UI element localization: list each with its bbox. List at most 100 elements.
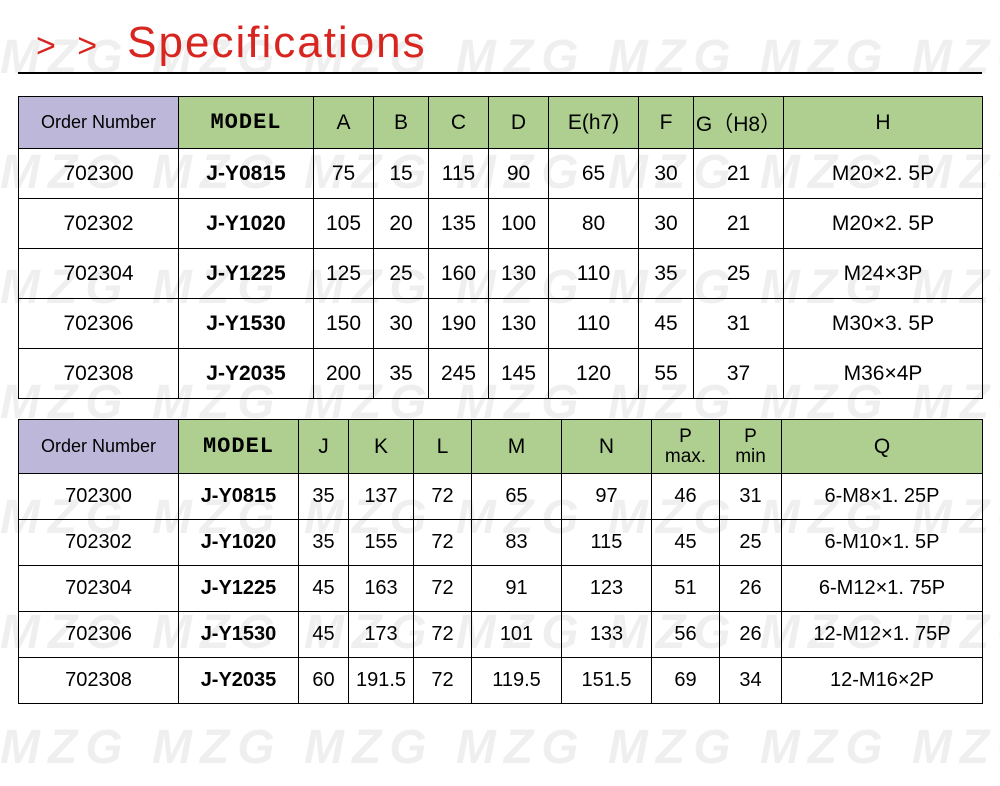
- chevron-icon: > >: [36, 27, 103, 66]
- cell-value: 245: [429, 349, 489, 399]
- cell-value: 45: [299, 612, 349, 658]
- cell-value: 130: [489, 299, 549, 349]
- cell-order: 702302: [19, 520, 179, 566]
- cell-value: 119.5: [472, 658, 562, 704]
- col-dim: Pmin: [720, 420, 782, 474]
- cell-value: 83: [472, 520, 562, 566]
- title-underline: [18, 72, 982, 74]
- cell-value: 120: [549, 349, 639, 399]
- title-row: > > Specifications: [18, 18, 982, 68]
- col-dim: N: [562, 420, 652, 474]
- cell-value: 97: [562, 474, 652, 520]
- cell-model: J-Y1225: [179, 249, 314, 299]
- table-row: 702304J-Y122545163729112351266-M12×1. 75…: [19, 566, 983, 612]
- table-row: 702308J-Y2035200352451451205537M36×4P: [19, 349, 983, 399]
- cell-value: 45: [299, 566, 349, 612]
- col-dim: A: [314, 97, 374, 149]
- cell-value: 20: [374, 199, 429, 249]
- cell-value: 110: [549, 249, 639, 299]
- table-row: 702306J-Y1530150301901301104531M30×3. 5P: [19, 299, 983, 349]
- table-row: 702300J-Y08153513772659746316-M8×1. 25P: [19, 474, 983, 520]
- col-dim: M: [472, 420, 562, 474]
- cell-value: 72: [414, 566, 472, 612]
- cell-value: 90: [489, 149, 549, 199]
- cell-order: 702300: [19, 149, 179, 199]
- cell-order: 702306: [19, 299, 179, 349]
- table-row: 702306J-Y15304517372101133562612-M12×1. …: [19, 612, 983, 658]
- cell-value: 30: [639, 149, 694, 199]
- cell-value: 80: [549, 199, 639, 249]
- cell-value: 91: [472, 566, 562, 612]
- col-order-number: Order Number: [19, 420, 179, 474]
- cell-value: 25: [720, 520, 782, 566]
- cell-value: 51: [652, 566, 720, 612]
- cell-value: 200: [314, 349, 374, 399]
- cell-value: 6-M10×1. 5P: [782, 520, 983, 566]
- cell-value: 75: [314, 149, 374, 199]
- cell-value: 31: [720, 474, 782, 520]
- cell-value: 60: [299, 658, 349, 704]
- cell-value: 34: [720, 658, 782, 704]
- cell-value: 72: [414, 474, 472, 520]
- cell-value: 25: [374, 249, 429, 299]
- cell-value: 105: [314, 199, 374, 249]
- cell-value: 26: [720, 566, 782, 612]
- cell-model: J-Y1530: [179, 299, 314, 349]
- cell-value: 35: [299, 474, 349, 520]
- cell-value: 72: [414, 520, 472, 566]
- cell-value: 15: [374, 149, 429, 199]
- table-row: 702302J-Y102035155728311545256-M10×1. 5P: [19, 520, 983, 566]
- table-row: 702308J-Y203560191.572119.5151.5693412-M…: [19, 658, 983, 704]
- cell-value: 137: [349, 474, 414, 520]
- cell-value: 21: [694, 149, 784, 199]
- cell-value: 100: [489, 199, 549, 249]
- cell-value: 190: [429, 299, 489, 349]
- cell-model: J-Y1020: [179, 520, 299, 566]
- cell-value: M20×2. 5P: [784, 199, 983, 249]
- cell-model: J-Y2035: [179, 658, 299, 704]
- cell-value: 173: [349, 612, 414, 658]
- cell-value: 6-M12×1. 75P: [782, 566, 983, 612]
- cell-value: 115: [562, 520, 652, 566]
- cell-value: 125: [314, 249, 374, 299]
- cell-value: 155: [349, 520, 414, 566]
- cell-value: 151.5: [562, 658, 652, 704]
- col-model: MODEL: [179, 97, 314, 149]
- cell-value: 35: [299, 520, 349, 566]
- col-dim: E(h7): [549, 97, 639, 149]
- cell-value: 72: [414, 658, 472, 704]
- spec-table-1: Order NumberMODELABCDE(h7)FG（H8）H 702300…: [18, 96, 983, 399]
- table-row: 702300J-Y0815751511590653021M20×2. 5P: [19, 149, 983, 199]
- cell-value: 65: [472, 474, 562, 520]
- page-title: Specifications: [127, 18, 426, 68]
- cell-model: J-Y0815: [179, 149, 314, 199]
- cell-value: 72: [414, 612, 472, 658]
- cell-value: 6-M8×1. 25P: [782, 474, 983, 520]
- cell-model: J-Y1225: [179, 566, 299, 612]
- col-dim: B: [374, 97, 429, 149]
- cell-value: 46: [652, 474, 720, 520]
- cell-value: 133: [562, 612, 652, 658]
- table-row: 702304J-Y1225125251601301103525M24×3P: [19, 249, 983, 299]
- cell-value: M36×4P: [784, 349, 983, 399]
- cell-value: 30: [639, 199, 694, 249]
- cell-value: 56: [652, 612, 720, 658]
- cell-order: 702300: [19, 474, 179, 520]
- cell-order: 702302: [19, 199, 179, 249]
- cell-value: 12-M16×2P: [782, 658, 983, 704]
- col-model: MODEL: [179, 420, 299, 474]
- cell-value: 45: [652, 520, 720, 566]
- cell-value: 130: [489, 249, 549, 299]
- cell-value: 115: [429, 149, 489, 199]
- cell-order: 702304: [19, 566, 179, 612]
- cell-value: 37: [694, 349, 784, 399]
- cell-order: 702308: [19, 658, 179, 704]
- col-dim: G（H8）: [694, 97, 784, 149]
- col-dim: H: [784, 97, 983, 149]
- cell-value: 150: [314, 299, 374, 349]
- cell-value: M24×3P: [784, 249, 983, 299]
- col-order-number: Order Number: [19, 97, 179, 149]
- col-dim: Q: [782, 420, 983, 474]
- cell-value: 69: [652, 658, 720, 704]
- cell-value: M20×2. 5P: [784, 149, 983, 199]
